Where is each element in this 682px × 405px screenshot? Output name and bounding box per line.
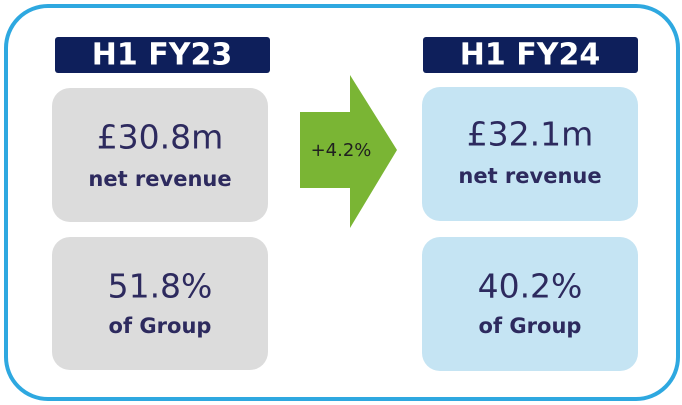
period-header: [55, 37, 270, 73]
revenue-caption: net revenue: [458, 164, 601, 188]
period-label: H1 FY24: [460, 38, 600, 73]
revenue-caption: net revenue: [88, 167, 231, 191]
period-header: [423, 37, 638, 73]
revenue-value: £32.1m: [467, 115, 594, 154]
growth-arrow: [300, 75, 397, 228]
share-box: [422, 237, 638, 371]
period-label: H1 FY23: [92, 38, 232, 73]
share-value: 51.8%: [108, 267, 213, 306]
share-value: 40.2%: [478, 267, 583, 306]
share-box: [52, 237, 268, 370]
share-caption: of Group: [479, 314, 582, 338]
revenue-box: [422, 87, 638, 221]
share-caption: of Group: [109, 314, 212, 338]
revenue-box: [52, 88, 268, 222]
change-label: +4.2%: [311, 140, 372, 161]
revenue-value: £30.8m: [97, 118, 224, 157]
outer-frame: [4, 4, 680, 401]
